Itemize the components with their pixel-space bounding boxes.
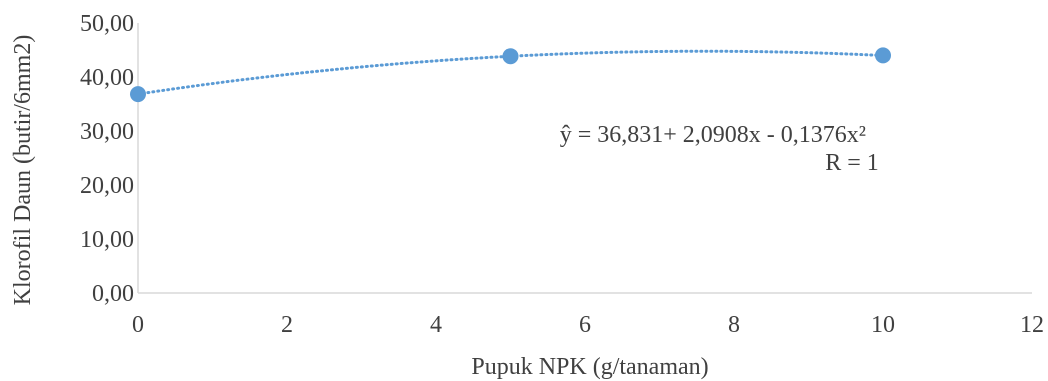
y-axis-title: Klorofil Daun (butir/6mm2) [10, 35, 36, 306]
x-tick-label: 4 [430, 312, 442, 338]
data-point [130, 86, 146, 103]
y-tick-label: 0,00 [92, 281, 134, 307]
x-tick-label: 6 [579, 312, 591, 338]
points-layer [130, 47, 891, 103]
y-tick-label: 30,00 [80, 119, 134, 145]
data-point [875, 47, 891, 64]
y-tick-label: 10,00 [80, 227, 134, 253]
y-tick-label: 50,00 [80, 11, 134, 37]
x-tick-label: 12 [1020, 312, 1044, 338]
y-tick-label: 20,00 [80, 173, 134, 199]
x-tick-label: 2 [281, 312, 293, 338]
axes-layer: 0,00 10,00 20,00 30,00 40,00 50,00 0 2 4 6 8 10 12 [80, 11, 1044, 338]
x-tick-label: 0 [132, 312, 144, 338]
x-tick-label: 8 [728, 312, 740, 338]
y-tick-label: 40,00 [80, 65, 134, 91]
data-point [502, 48, 519, 65]
x-tick-label: 10 [871, 312, 895, 338]
x-axis-title: Pupuk NPK (g/tanaman) [471, 354, 708, 380]
trendline-equation: ŷ = 36,831+ 2,0908x - 0,1376x² [560, 122, 866, 148]
r-value-annotation: R = 1 [825, 150, 879, 176]
